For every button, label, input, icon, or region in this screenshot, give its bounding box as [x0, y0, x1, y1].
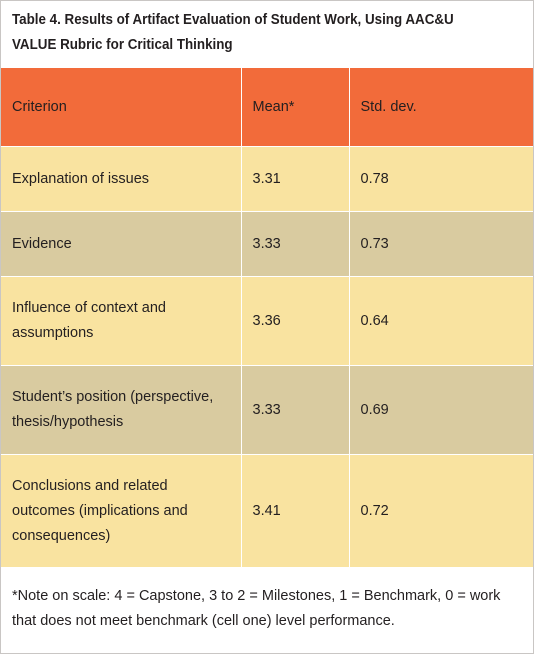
std-dev-cell: 0.69 — [348, 365, 533, 455]
mean-cell: 3.41 — [240, 454, 350, 568]
criterion-cell: Explanation of issues — [1, 146, 242, 212]
criterion-cell: Influence of context and assumptions — [1, 276, 242, 366]
table-row: Explanation of issues 3.31 0.78 — [1, 146, 533, 212]
column-header-criterion: Criterion — [1, 68, 242, 147]
mean-cell: 3.36 — [240, 276, 350, 366]
results-table: Criterion Mean* Std. dev. Explanation of… — [1, 68, 533, 568]
std-dev-cell: 0.78 — [348, 146, 533, 212]
mean-cell: 3.33 — [240, 365, 350, 455]
mean-cell: 3.31 — [240, 146, 350, 212]
column-header-std-dev: Std. dev. — [348, 68, 533, 147]
criterion-cell: Evidence — [1, 211, 242, 277]
table-row: Conclusions and related outcomes (implic… — [1, 454, 533, 568]
table-footnote: *Note on scale: 4 = Capstone, 3 to 2 = M… — [1, 572, 533, 653]
criterion-cell: Conclusions and related outcomes (implic… — [1, 454, 242, 568]
table-row: Evidence 3.33 0.73 — [1, 211, 533, 277]
mean-cell: 3.33 — [240, 211, 350, 277]
std-dev-cell: 0.73 — [348, 211, 533, 277]
criterion-cell: Student’s position (perspective, thesis/… — [1, 365, 242, 455]
table-header-row: Criterion Mean* Std. dev. — [1, 68, 533, 147]
table-caption: Table 4. Results of Artifact Evaluation … — [12, 12, 454, 53]
table-row: Influence of context and assumptions 3.3… — [1, 276, 533, 366]
table-row: Student’s position (perspective, thesis/… — [1, 365, 533, 455]
column-header-mean: Mean* — [240, 68, 350, 147]
std-dev-cell: 0.72 — [348, 454, 533, 568]
std-dev-cell: 0.64 — [348, 276, 533, 366]
